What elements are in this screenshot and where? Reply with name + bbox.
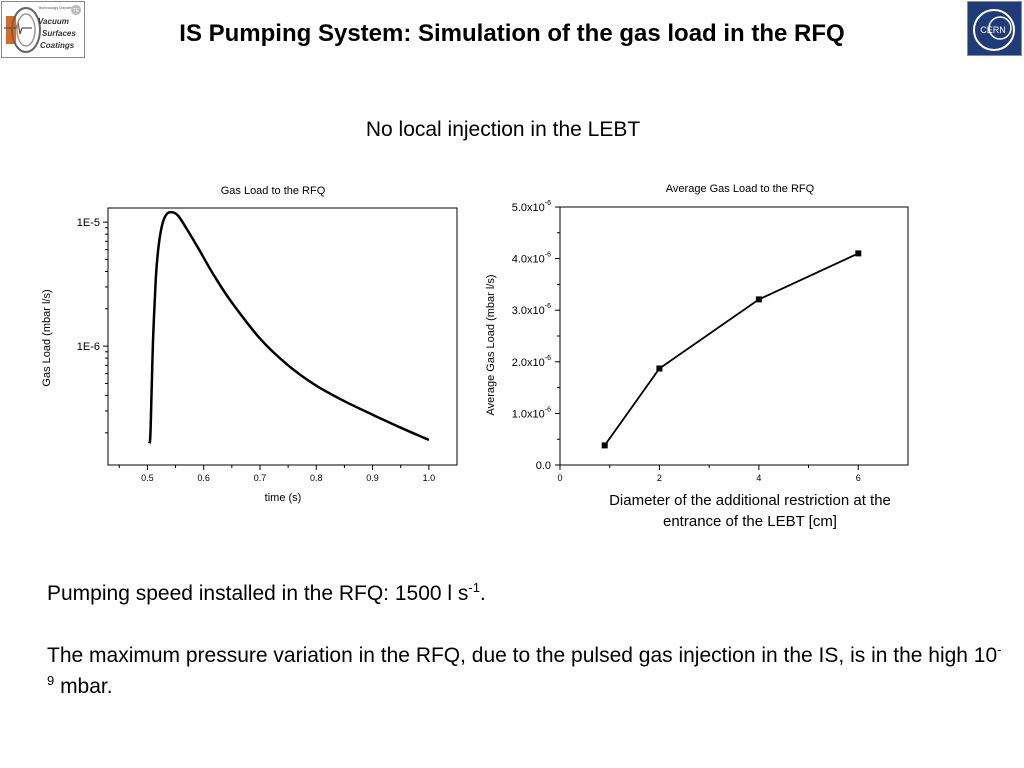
chart2-y-tick-label: 1.0x10-6 — [512, 406, 551, 420]
chart2-data-point — [656, 365, 663, 372]
chart2-x-tick-label: 6 — [856, 473, 861, 483]
vacuum-surfaces-coatings-logo: Technology Department Vacuum Surfaces Co… — [1, 1, 85, 58]
chart2-y-tick-label: 4.0x10-6 — [512, 252, 551, 266]
chart2-x-tick-label: 4 — [756, 473, 761, 483]
svg-text:Coatings: Coatings — [40, 41, 75, 50]
chart2-x-tick-label: 0 — [557, 473, 562, 483]
cern-logo-graphic: CERN — [973, 9, 1015, 51]
chart1-x-tick-label: 0.5 — [141, 473, 154, 483]
svg-text:CERN: CERN — [980, 25, 1006, 35]
gas-load-chart: Gas Load to the RFQ time (s) Gas Load (m… — [41, 185, 458, 504]
chart2-y-tick-label: 2.0x10-6 — [512, 355, 551, 369]
chart2-y-axis-label: Average Gas Load (mbar l/s) — [485, 274, 497, 415]
chart2-y-tick-label: 0.0 — [536, 460, 551, 472]
chart1-x-tick-label: 1.0 — [423, 473, 436, 483]
chart2-frame — [559, 206, 909, 466]
average-gas-load-chart: Average Gas Load to the RFQ Average Gas … — [485, 183, 909, 483]
chart2-x-axis-caption: Diameter of the additional restriction a… — [609, 492, 891, 530]
chart2-series-line — [603, 252, 859, 446]
svg-text:Vacuum: Vacuum — [38, 17, 69, 26]
cern-logo: CERN — [967, 1, 1022, 56]
chart2-y-tick-label: 3.0x10-6 — [512, 303, 551, 317]
chart2-data-point — [755, 296, 762, 303]
chart2-data-point — [855, 250, 862, 257]
chart2-y-tick-label: 5.0x10-6 — [512, 200, 551, 214]
slide-subtitle: No local injection in the LEBT — [365, 118, 641, 141]
svg-text:Surfaces: Surfaces — [42, 29, 76, 38]
chart1-x-tick-label: 0.9 — [366, 473, 379, 483]
pumping-speed-text: Pumping speed installed in the RFQ: 1500… — [47, 580, 486, 605]
svg-text:TE: TE — [73, 8, 80, 14]
chart1-x-tick-label: 0.8 — [310, 473, 323, 483]
svg-text:Technology Department: Technology Department — [38, 5, 81, 10]
slide-title: IS Pumping System: Simulation of the gas… — [179, 20, 845, 47]
chart2-data-point — [601, 442, 608, 449]
chart1-title: Gas Load to the RFQ — [221, 185, 326, 197]
chart1-y-tick-label: 1E-6 — [77, 341, 100, 353]
chart1-x-tick-label: 0.6 — [197, 473, 210, 483]
chart1-frame — [107, 207, 458, 466]
vsc-logo-graphic: Technology Department Vacuum Surfaces Co… — [4, 5, 81, 53]
pressure-variation-text: The maximum pressure variation in the RF… — [47, 642, 1002, 698]
chart1-y-tick-label: 1E-5 — [77, 217, 100, 229]
chart2-x-tick-label: 2 — [657, 473, 662, 483]
chart1-y-axis-label: Gas Load (mbar l/s) — [41, 289, 53, 386]
chart2-title: Average Gas Load to the RFQ — [666, 183, 815, 195]
chart1-series-line — [147, 210, 430, 445]
chart1-x-tick-label: 0.7 — [254, 473, 267, 483]
chart1-x-axis-label: time (s) — [265, 492, 302, 504]
